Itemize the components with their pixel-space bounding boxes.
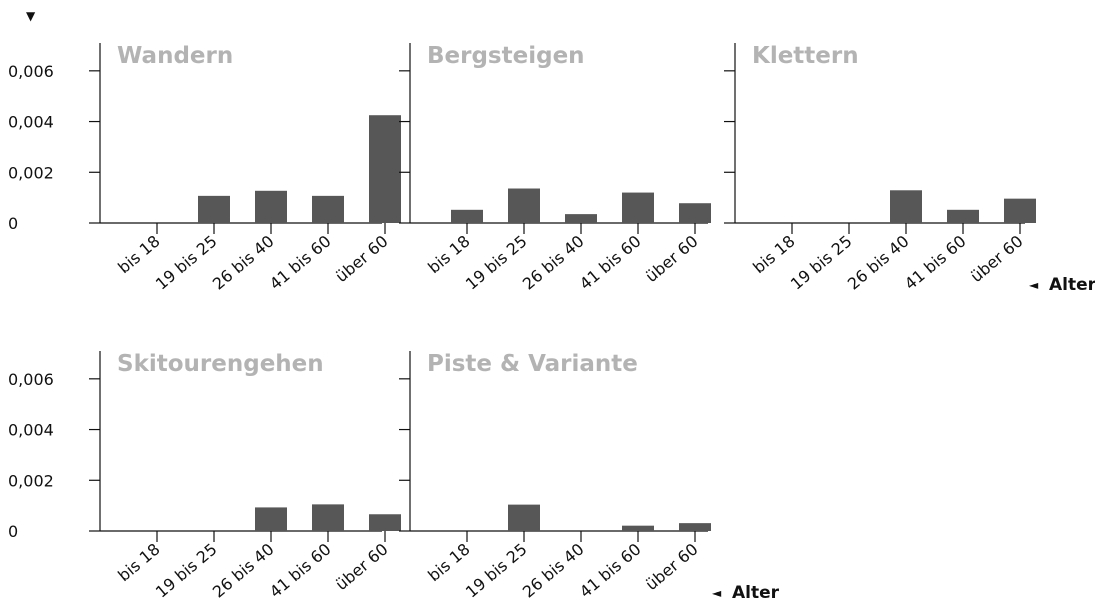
- bar-4: [1004, 199, 1036, 223]
- x-tick-label: bis 18: [114, 540, 163, 586]
- y-tick-label: 0,006: [8, 370, 54, 389]
- x-axis-title: Alter: [732, 583, 780, 603]
- x-tick-label: bis 18: [424, 232, 473, 278]
- y-tick-label: 0: [8, 214, 18, 233]
- y-tick-label: 0,004: [8, 113, 54, 132]
- x-tick-label: 26 bis 40: [844, 232, 913, 294]
- bar-2: [565, 214, 597, 223]
- y-tick-label: 0,002: [8, 471, 54, 490]
- bar-3: [622, 526, 654, 531]
- bar-4: [369, 115, 401, 223]
- bar-3: [947, 210, 979, 223]
- y-axis-direction-marker: ▼: [26, 9, 36, 23]
- bar-2: [255, 507, 287, 531]
- bar-3: [312, 504, 344, 531]
- panel-title: Skitourengehen: [117, 351, 324, 377]
- x-tick-label: 26 bis 40: [209, 540, 278, 602]
- x-tick-label: 19 bis 25: [152, 232, 221, 294]
- x-tick-label: 26 bis 40: [519, 540, 588, 602]
- x-tick-label: 19 bis 25: [787, 232, 856, 294]
- y-tick-label: 0,004: [8, 421, 54, 440]
- panel-title: Piste & Variante: [427, 351, 638, 377]
- x-tick-label: 41 bis 60: [266, 232, 335, 294]
- x-axis-title: Alter: [1049, 275, 1095, 295]
- x-tick-label: über 60: [642, 232, 702, 287]
- x-tick-label: über 60: [332, 232, 392, 287]
- bar-1: [508, 505, 540, 531]
- x-tick-label: 41 bis 60: [576, 232, 645, 294]
- bar-4: [679, 203, 711, 223]
- x-tick-label: 19 bis 25: [462, 232, 531, 294]
- y-tick-label: 0: [8, 522, 18, 541]
- x-axis-direction-marker: ◄: [712, 586, 722, 600]
- bar-1: [198, 196, 230, 223]
- y-tick-label: 0,006: [8, 62, 54, 81]
- y-tick-label: 0,002: [8, 163, 54, 182]
- bar-4: [369, 514, 401, 531]
- bar-3: [622, 193, 654, 223]
- x-tick-label: über 60: [332, 540, 392, 595]
- x-tick-label: 26 bis 40: [519, 232, 588, 294]
- x-tick-label: 41 bis 60: [266, 540, 335, 602]
- bar-0: [451, 210, 483, 223]
- panel-title: Wandern: [117, 43, 233, 69]
- x-tick-label: über 60: [642, 540, 702, 595]
- x-tick-label: 26 bis 40: [209, 232, 278, 294]
- x-tick-label: über 60: [967, 232, 1027, 287]
- bar-3: [312, 196, 344, 223]
- panel-title: Bergsteigen: [427, 43, 585, 69]
- panel-title: Klettern: [752, 43, 859, 69]
- bar-2: [255, 191, 287, 223]
- bar-4: [679, 523, 711, 531]
- bar-1: [508, 189, 540, 223]
- x-tick-label: bis 18: [749, 232, 798, 278]
- x-axis-direction-marker: ◄: [1029, 278, 1039, 292]
- x-tick-label: 19 bis 25: [152, 540, 221, 602]
- x-tick-label: 19 bis 25: [462, 540, 531, 602]
- bar-2: [890, 190, 922, 223]
- x-tick-label: bis 18: [424, 540, 473, 586]
- x-tick-label: bis 18: [114, 232, 163, 278]
- x-tick-label: 41 bis 60: [901, 232, 970, 294]
- x-tick-label: 41 bis 60: [576, 540, 645, 602]
